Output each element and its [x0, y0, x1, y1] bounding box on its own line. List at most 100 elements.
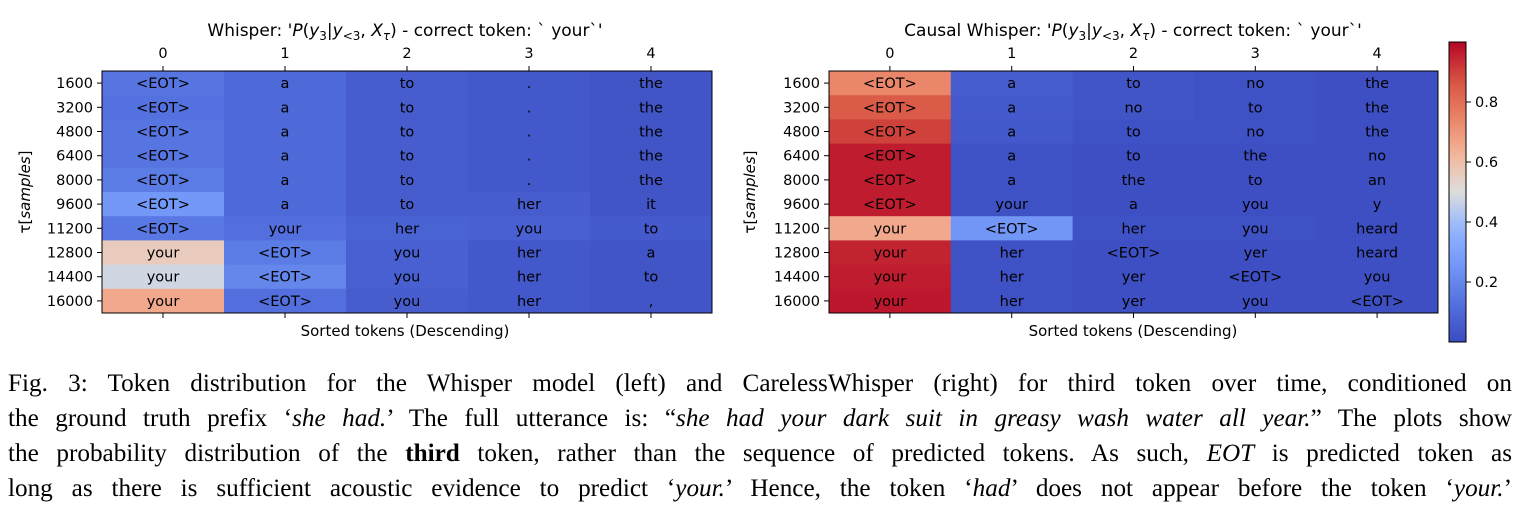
cell-token-label: to: [400, 76, 415, 92]
heatmap-cell: [590, 216, 713, 241]
heatmap-cell: [829, 167, 952, 193]
cell-token-label: your: [874, 221, 907, 237]
y-tick-label: 16000: [774, 294, 820, 310]
chart-title: Causal Whisper: 'P(y3|y<3, Xτ) - correct…: [904, 21, 1362, 43]
heatmap-cell: [1316, 216, 1439, 241]
cell-token-label: a: [281, 76, 290, 92]
cell-token-label: a: [1007, 76, 1016, 92]
cell-token-label: <EOT>: [863, 173, 917, 189]
cell-token-label: her: [517, 197, 541, 213]
cell-token-label: .: [527, 100, 532, 116]
cell-token-label: no: [1368, 149, 1386, 165]
chart-title: Whisper: 'P(y3|y<3, Xτ) - correct token:…: [207, 21, 602, 43]
heatmap-cell: [1194, 71, 1317, 96]
cell-token-label: to: [644, 270, 659, 286]
heatmap-cell: [950, 192, 1074, 217]
cell-token-label: your: [147, 294, 180, 310]
cell-token-label: a: [281, 197, 290, 213]
cell-token-label: a: [281, 173, 290, 189]
heatmap-cell: [1316, 143, 1439, 169]
heatmap-cell: [1072, 240, 1195, 266]
heatmap-cell: [590, 143, 713, 169]
heatmap-cell: [346, 264, 469, 290]
y-tick-label: 14400: [774, 270, 820, 286]
cell-token-label: it: [646, 197, 656, 213]
cell-token-label: yer: [1244, 246, 1268, 262]
heatmap-cell: [950, 240, 1074, 266]
heatmap-cell: [468, 167, 591, 193]
heatmap-cell: [1072, 143, 1195, 169]
heatmap-cell: [829, 71, 952, 96]
cell-token-label: to: [400, 125, 415, 141]
cell-token-label: her: [1000, 294, 1024, 310]
y-tick-label: 11200: [774, 221, 820, 237]
heatmap-cell: [1194, 95, 1317, 120]
figure-caption: Fig. 3: Token distribution for the Whisp…: [8, 366, 1512, 506]
heatmap-cell: [1194, 119, 1317, 145]
cell-token-label: <EOT>: [136, 100, 190, 116]
x-tick-label: 0: [885, 46, 894, 62]
heatmap-cell: [346, 119, 469, 145]
cell-token-label: a: [1007, 173, 1016, 189]
heatmap-cell: [1316, 240, 1439, 266]
cell-token-label: you: [1242, 294, 1269, 310]
cell-token-label: your: [874, 270, 907, 286]
heatmap-cell: [468, 288, 591, 314]
heatmap-cell: [102, 216, 225, 241]
heatmap-cell: [468, 143, 591, 169]
heatmap-cell: [102, 192, 225, 217]
heatmap-cell: [1194, 143, 1317, 169]
heatmap-cell: [829, 119, 952, 145]
y-tick-label: 9600: [783, 197, 820, 213]
x-tick-label: 2: [1129, 46, 1138, 62]
cell-token-label: <EOT>: [136, 125, 190, 141]
heatmap-cell: [829, 264, 952, 290]
cell-token-label: no: [1124, 100, 1142, 116]
heatmap-cell: [346, 71, 469, 96]
heatmap-cell: [1194, 216, 1317, 241]
heatmap-cell: [1316, 95, 1439, 120]
heatmap-cell: [1072, 167, 1195, 193]
heatmap-cell: [102, 264, 225, 290]
heatmap-cell: [590, 119, 713, 145]
cell-token-label: <EOT>: [136, 197, 190, 213]
heatmap-cell: [1072, 95, 1195, 120]
cell-token-label: a: [1007, 100, 1016, 116]
cell-token-label: no: [1246, 76, 1264, 92]
x-tick-label: 0: [158, 46, 167, 62]
cell-token-label: yer: [1122, 294, 1146, 310]
colorbar-tick-label: 0.2: [1475, 275, 1498, 291]
cell-token-label: .: [527, 76, 532, 92]
x-axis-label: Sorted tokens (Descending): [1029, 322, 1238, 340]
y-tick-label: 1600: [783, 76, 820, 92]
cell-token-label: no: [1246, 125, 1264, 141]
cell-token-label: a: [1007, 125, 1016, 141]
heatmap-cell: [224, 192, 347, 217]
cell-token-label: <EOT>: [258, 294, 312, 310]
cell-token-label: <EOT>: [985, 221, 1039, 237]
cell-token-label: heard: [1356, 221, 1398, 237]
heatmap-cell: [1072, 119, 1195, 145]
heatmap-cell: [346, 192, 469, 217]
heatmap-cell: [1316, 192, 1439, 217]
cell-token-label: you: [394, 270, 421, 286]
colorbar: 0.2 0.4 0.6 0.8: [1448, 41, 1498, 343]
cell-token-label: a: [1129, 197, 1138, 213]
caption-line-2: the ground truth prefix ‘she had.’ The f…: [8, 405, 1513, 432]
cell-token-label: to: [400, 173, 415, 189]
cell-token-label: you: [1242, 221, 1269, 237]
cell-token-label: to: [1126, 125, 1141, 141]
heatmap-cell: [346, 143, 469, 169]
x-axis-label: Sorted tokens (Descending): [301, 322, 510, 340]
heatmap-cell: [346, 167, 469, 193]
heatmap-cell: [346, 95, 469, 120]
cell-token-label: <EOT>: [258, 270, 312, 286]
heatmap-cell: [950, 167, 1074, 193]
cell-token-label: the: [1365, 100, 1389, 116]
heatmap-cell: [590, 288, 713, 314]
heatmap-cell: [468, 71, 591, 96]
heatmap-cell: [1194, 288, 1317, 314]
y-tick-label: 12800: [774, 246, 820, 262]
heatmap-cell: [468, 264, 591, 290]
cell-token-label: the: [639, 125, 663, 141]
